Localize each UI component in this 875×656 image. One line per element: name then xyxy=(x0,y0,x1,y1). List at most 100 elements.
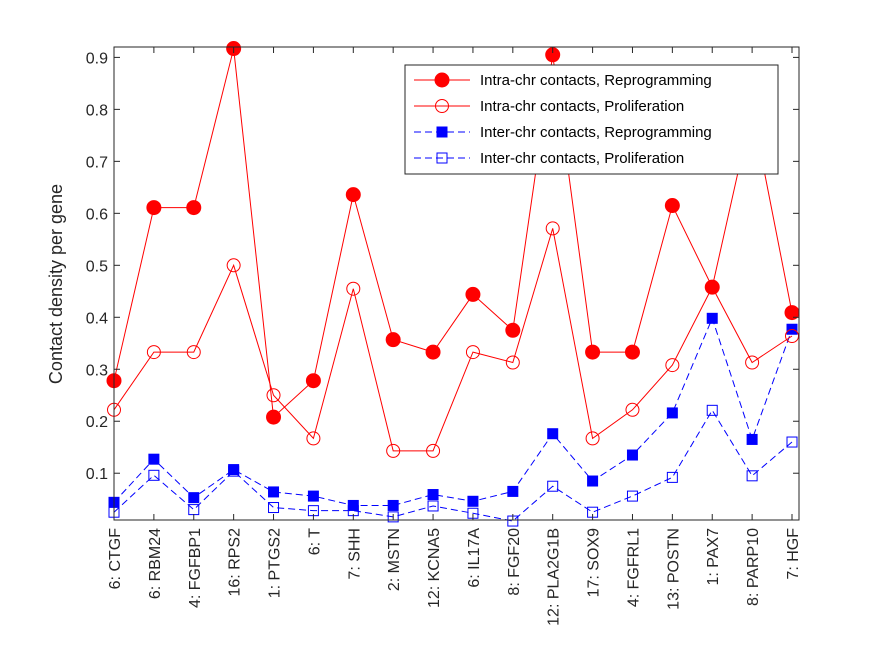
series-4-point xyxy=(547,480,559,492)
legend-entry: Inter-chr contacts, Proliferation xyxy=(480,150,684,167)
y-axis: 0.1 0.2 0.3 0.4 0.5 0.6 0.7 0.8 0.9 xyxy=(86,50,799,483)
y-tick-label: 0.5 xyxy=(86,258,108,275)
series-2-point xyxy=(745,355,760,370)
series-1-point xyxy=(664,198,680,214)
y-tick-label: 0.9 xyxy=(86,50,108,67)
x-tick-label: 1: PAX7 xyxy=(705,528,722,586)
series-2-point xyxy=(306,431,321,446)
y-tick-label: 0.1 xyxy=(86,466,108,483)
series-1-line xyxy=(113,48,793,419)
legend-box xyxy=(404,64,779,175)
x-tick-label: 7: HGF xyxy=(785,528,802,580)
x-tick-label: 8: PARP10 xyxy=(745,528,762,606)
y-tick-label: 0.6 xyxy=(86,206,108,223)
series-3-point xyxy=(587,475,599,487)
series-2-point xyxy=(346,281,361,296)
series-1-point xyxy=(385,332,401,348)
series-1-point xyxy=(624,344,640,360)
series-3-point xyxy=(547,428,559,440)
series-1-point xyxy=(266,409,282,425)
x-tick-label: 6: IL17A xyxy=(466,528,483,588)
x-tick-label: 4: FGFRL1 xyxy=(625,528,642,607)
series-4-point xyxy=(427,500,439,512)
x-tick-label: 6: RBM24 xyxy=(147,528,164,599)
x-tick-label: 16: RPS2 xyxy=(227,528,244,597)
series-3-point xyxy=(307,490,319,502)
series-4-point xyxy=(706,404,718,416)
legend-marker xyxy=(435,99,449,113)
series-3-point xyxy=(347,499,359,511)
x-tick-label: 2: MSTN xyxy=(386,528,403,591)
series-2-point xyxy=(426,443,441,458)
series-3-point xyxy=(228,464,240,476)
x-tick-label: 12: KCNA5 xyxy=(426,528,443,608)
series-4-point xyxy=(387,511,399,523)
x-tick-label: 17: SOX9 xyxy=(586,528,603,597)
series-2-point xyxy=(146,345,161,360)
series-3-point xyxy=(746,433,758,445)
x-axis: 6: CTGF 6: RBM24 4: FGFBP1 16: RPS2 1: PTGS2… xyxy=(107,47,802,626)
series-2-point xyxy=(505,355,520,370)
legend-marker xyxy=(436,126,448,138)
x-tick-label: 4: FGFBP1 xyxy=(187,528,204,608)
series-4-line xyxy=(113,409,793,522)
series-layer xyxy=(106,41,800,527)
legend-marker xyxy=(436,152,448,164)
series-2-point xyxy=(585,431,600,446)
series-2-point xyxy=(545,221,560,236)
legend-marker xyxy=(434,72,450,88)
series-2-point xyxy=(465,345,480,360)
series-3-point xyxy=(268,486,280,498)
series-1-point xyxy=(505,322,521,338)
series-1-point xyxy=(465,286,481,302)
series-1-point xyxy=(345,187,361,203)
series-3-point xyxy=(188,492,200,504)
series-2-point xyxy=(665,358,680,373)
series-4-point xyxy=(786,436,798,448)
series-3-point xyxy=(507,485,519,497)
series-2-point xyxy=(266,388,281,403)
series-3-point xyxy=(706,312,718,324)
series-3-line xyxy=(113,316,793,506)
legend-entry: Intra-chr contacts, Reprogramming xyxy=(480,72,712,89)
y-tick-label: 0.3 xyxy=(86,362,108,379)
y-tick-label: 0.4 xyxy=(86,310,108,327)
x-tick-label: 1: PTGS2 xyxy=(267,528,284,598)
series-3 xyxy=(108,312,798,511)
series-4-point xyxy=(626,490,638,502)
series-3-point xyxy=(666,407,678,419)
series-1-point xyxy=(146,200,162,216)
series-2-point xyxy=(625,402,640,417)
series-4-point xyxy=(746,470,758,482)
series-3-point xyxy=(148,453,160,465)
series-3-point xyxy=(387,499,399,511)
y-tick-label: 0.8 xyxy=(86,102,108,119)
y-axis-label: Contact density per gene xyxy=(46,184,66,384)
series-1-point xyxy=(425,344,441,360)
series-2-point xyxy=(186,345,201,360)
series-4-point xyxy=(148,469,160,481)
x-tick-label: 12: PLA2G1B xyxy=(546,528,563,626)
series-2-point xyxy=(226,258,241,273)
series-3-point xyxy=(626,449,638,461)
x-tick-label: 6: T xyxy=(306,528,323,556)
x-tick-label: 7: SHH xyxy=(346,528,363,580)
plot-frame xyxy=(113,46,800,521)
y-tick-label: 0.7 xyxy=(86,154,108,171)
series-3-point xyxy=(467,495,479,507)
series-2-line xyxy=(113,228,793,452)
series-3-point xyxy=(427,489,439,501)
legend-entry: Intra-chr contacts, Proliferation xyxy=(480,98,684,115)
series-1-point xyxy=(704,279,720,295)
legend: Intra-chr contacts, Reprogramming Intra-c… xyxy=(404,64,779,175)
x-tick-label: 13: POSTN xyxy=(665,528,682,610)
y-tick-label: 0.2 xyxy=(86,414,108,431)
legend-entry: Inter-chr contacts, Reprogramming xyxy=(480,124,712,141)
series-1-point xyxy=(305,373,321,389)
series-4-point xyxy=(666,471,678,483)
series-1-point xyxy=(186,200,202,216)
series-4-point xyxy=(268,502,280,514)
x-tick-label: 8: FGF20 xyxy=(506,528,523,596)
series-2-point xyxy=(386,443,401,458)
